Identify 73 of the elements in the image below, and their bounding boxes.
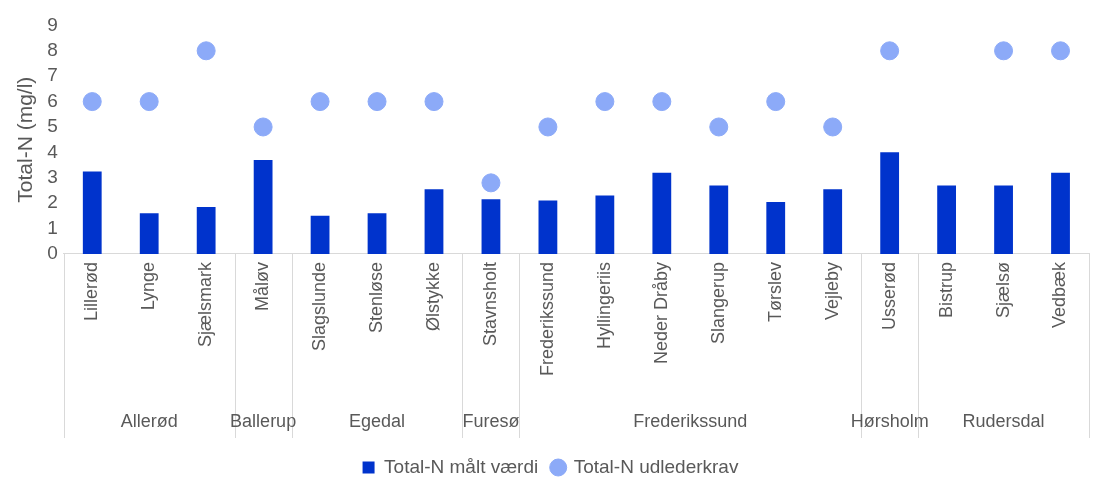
- legend-label: Total-N målt værdi: [384, 455, 539, 477]
- point: [196, 41, 216, 61]
- x-tick-label: Stavnsholt: [479, 261, 500, 347]
- bar: [652, 172, 672, 254]
- x-tick-label: Slagslunde: [309, 261, 330, 352]
- x-tick-label: Stenløse: [366, 261, 386, 333]
- point: [82, 92, 102, 112]
- text: Egedal: [349, 410, 406, 431]
- bar: [709, 185, 729, 254]
- point: [1051, 41, 1071, 61]
- x-tick-label: Frederikssund: [536, 261, 557, 376]
- text: Rudersdal: [962, 410, 1045, 431]
- point: [823, 117, 843, 137]
- point: [595, 92, 615, 112]
- bar: [538, 200, 558, 254]
- y-tick-label: 4: [47, 140, 59, 162]
- bar: [310, 215, 330, 254]
- x-tick-label: Sjælsø: [992, 261, 1013, 318]
- bar: [253, 159, 273, 254]
- point: [367, 92, 387, 112]
- x-tick-label: Lynge: [138, 261, 159, 311]
- bar: [139, 213, 159, 254]
- x-tick-label: Vedbæk: [1049, 260, 1070, 329]
- bar: [196, 206, 216, 254]
- legend-label: Total-N udlederkrav: [573, 455, 739, 477]
- x-tick-label: Lillerød: [81, 261, 102, 321]
- point: [310, 92, 330, 112]
- point: [139, 92, 159, 112]
- bar: [937, 185, 956, 254]
- y-tick-label: 0: [47, 242, 58, 264]
- y-tick-label: 8: [47, 39, 58, 61]
- bar: [424, 189, 444, 254]
- x-tick-label: Sjælsmark: [195, 260, 216, 347]
- point: [880, 41, 900, 61]
- bar: [82, 171, 102, 254]
- x-tick-label: Bistrup: [935, 261, 956, 318]
- y-tick-label: 3: [47, 166, 58, 187]
- x-tick-label: Slangerup: [707, 261, 728, 345]
- x-tick-label: Ølstykke: [422, 261, 443, 331]
- point: [766, 92, 786, 112]
- x-tick-label: Hyllingeriis: [593, 261, 614, 349]
- bar: [766, 201, 786, 254]
- point: [709, 117, 729, 137]
- y-tick-label: 7: [47, 64, 58, 86]
- point: [538, 117, 558, 137]
- y-tick-label: 2: [47, 191, 58, 213]
- bar: [994, 185, 1013, 254]
- x-tick-label: Vejleby: [821, 261, 842, 320]
- bar: [595, 195, 615, 254]
- text: Allerød: [120, 410, 178, 431]
- bar: [823, 189, 843, 254]
- bar: [481, 199, 501, 254]
- x-tick-label: Usserød: [878, 261, 899, 330]
- x-tick-label: Neder Dråby: [650, 261, 671, 364]
- point: [424, 92, 444, 112]
- x-tick-label: Måløv: [252, 261, 273, 311]
- x-tick-label: Tørslev: [764, 261, 785, 322]
- point: [481, 173, 501, 193]
- text: Furesø: [462, 410, 520, 431]
- point: [253, 117, 273, 137]
- y-axis-title: Total-N (mg/l): [13, 76, 37, 203]
- text: Frederikssund: [633, 410, 748, 431]
- y-tick-label: 5: [47, 115, 58, 137]
- y-tick-label: 1: [47, 216, 58, 238]
- bar: [880, 152, 900, 254]
- bar: [1051, 172, 1070, 254]
- point: [994, 41, 1014, 61]
- text: Ballerup: [230, 410, 297, 431]
- text: Hørsholm: [850, 410, 929, 431]
- y-tick-label: 9: [47, 13, 58, 35]
- y-tick-label: 6: [47, 89, 58, 111]
- bar: [367, 213, 387, 254]
- point: [652, 92, 672, 112]
